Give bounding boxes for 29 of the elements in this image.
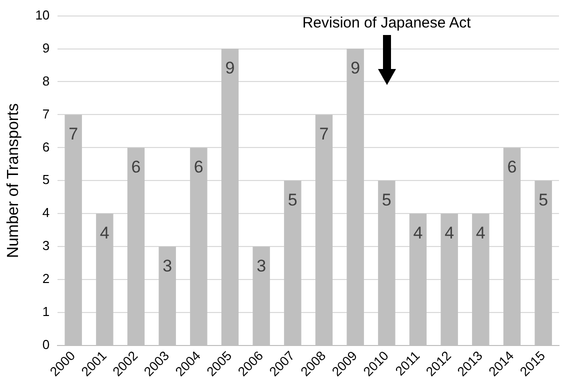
data-label: 4 (476, 223, 486, 242)
y-tick-label: 0 (42, 337, 50, 352)
data-label: 4 (444, 223, 454, 242)
data-label: 9 (350, 58, 360, 78)
data-label: 7 (319, 124, 329, 144)
data-label: 5 (382, 190, 392, 210)
data-label: 7 (68, 124, 78, 144)
y-tick-label: 10 (35, 7, 50, 22)
y-tick-label: 4 (42, 205, 50, 220)
y-tick-label: 1 (42, 304, 50, 320)
data-label: 6 (131, 157, 141, 176)
data-label: 3 (256, 256, 266, 276)
data-label: 9 (225, 58, 235, 78)
data-label: 5 (538, 190, 548, 210)
y-tick-label: 3 (42, 238, 50, 254)
y-axis-title: Number of Transports (5, 103, 22, 258)
y-tick-label: 2 (42, 271, 50, 286)
y-tick-label: 6 (42, 139, 50, 154)
data-label: 4 (413, 223, 423, 242)
data-label: 3 (162, 256, 172, 276)
annotation: Revision of Japanese Act (302, 14, 472, 32)
y-tick-label: 7 (42, 106, 50, 122)
data-label: 4 (100, 223, 110, 242)
data-label: 5 (288, 190, 298, 210)
data-label: 6 (507, 157, 517, 176)
y-tick-label: 9 (42, 40, 50, 56)
y-tick-label: 5 (42, 172, 50, 188)
y-tick-label: 8 (42, 73, 50, 88)
data-label: 6 (194, 157, 204, 176)
